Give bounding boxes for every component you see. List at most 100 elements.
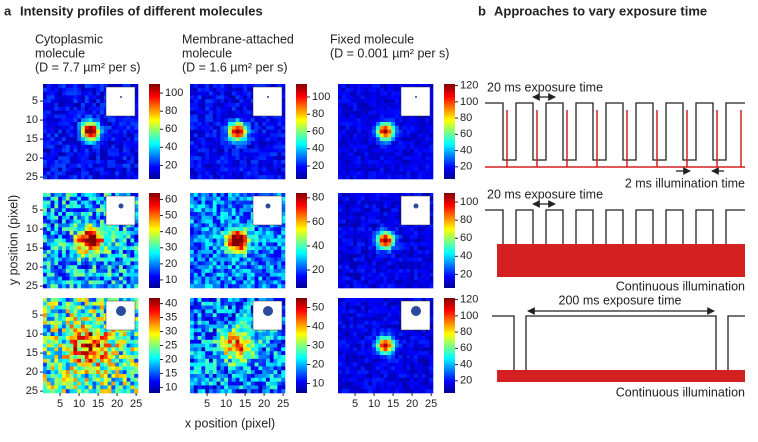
heatmap-cell <box>274 118 278 122</box>
heatmap-cell <box>232 284 236 288</box>
heatmap-cell <box>92 160 96 164</box>
heatmap-cell <box>368 88 372 92</box>
heatmap-cell <box>251 141 255 145</box>
heatmap-cell <box>258 141 262 145</box>
heatmap-cell <box>85 141 89 145</box>
heatmap-cell <box>425 242 429 246</box>
heatmap-cell <box>190 363 194 367</box>
heatmap-cell <box>228 280 232 284</box>
heatmap-cell <box>414 122 418 126</box>
heatmap-cell <box>274 254 278 258</box>
heatmap-cell <box>201 152 205 156</box>
heatmap-cell <box>368 258 372 262</box>
heatmap-cell <box>232 246 236 250</box>
heatmap-cell <box>111 235 115 239</box>
heatmap-cell <box>357 193 361 197</box>
heatmap-cell <box>73 204 77 208</box>
heatmap-cell <box>104 378 108 382</box>
heatmap-cell <box>100 366 104 370</box>
heatmap-cell <box>281 130 285 134</box>
heatmap-cell <box>236 171 240 175</box>
heatmap-cell <box>220 118 224 122</box>
heatmap-cell <box>89 378 93 382</box>
heatmap-cell <box>205 261 209 265</box>
heatmap-cell <box>77 351 81 355</box>
heatmap-cell <box>217 193 221 197</box>
heatmap-cell <box>228 351 232 355</box>
heatmap-cell <box>66 378 70 382</box>
heatmap-cell <box>255 265 259 269</box>
heatmap-cell <box>47 273 51 277</box>
heatmap-cell <box>220 385 224 389</box>
heatmap-cell <box>198 92 202 96</box>
heatmap-cell <box>92 239 96 243</box>
heatmap-cell <box>198 382 202 386</box>
heatmap-cell <box>406 133 410 137</box>
heatmap-cell <box>73 280 77 284</box>
heatmap-cell <box>194 374 198 378</box>
heatmap-cell <box>54 389 58 393</box>
heatmap-cell <box>217 118 221 122</box>
inset-track <box>267 96 269 98</box>
heatmap-cell <box>346 160 350 164</box>
heatmap-cell <box>266 284 270 288</box>
heatmap-cell <box>232 197 236 201</box>
heatmap-cell <box>281 133 285 137</box>
heatmap-cell <box>262 280 266 284</box>
heatmap-cell <box>111 277 115 281</box>
heatmap-cell <box>406 258 410 262</box>
heatmap-cell <box>243 366 247 370</box>
heatmap-cell <box>258 277 262 281</box>
heatmap-cell <box>134 374 138 378</box>
heatmap-cell <box>66 325 70 329</box>
heatmap-cell <box>115 280 119 284</box>
heatmap-cell <box>92 385 96 389</box>
heatmap-cell <box>228 201 232 205</box>
heatmap-cell <box>228 254 232 258</box>
heatmap-cell <box>70 344 74 348</box>
heatmap-cell <box>54 351 58 355</box>
heatmap-cell <box>213 212 217 216</box>
heatmap-cell <box>96 317 100 321</box>
heatmap-cell <box>70 298 74 302</box>
heatmap-cell <box>376 160 380 164</box>
heatmap-cell <box>376 84 380 88</box>
heatmap-cell <box>123 141 127 145</box>
heatmap-cell <box>47 114 51 118</box>
heatmap-cell <box>205 239 209 243</box>
heatmap-cell <box>251 126 255 130</box>
heatmap-cell <box>349 250 353 254</box>
heatmap-cell <box>247 309 251 313</box>
heatmap-cell <box>357 171 361 175</box>
heatmap-cell <box>43 118 47 122</box>
heatmap-cell <box>425 277 429 281</box>
heatmap-cell <box>54 103 58 107</box>
heatmap-cell <box>209 306 213 310</box>
heatmap-cell <box>243 340 247 344</box>
heatmap-cell <box>77 309 81 313</box>
colorbar-tick-label: 30 <box>165 325 177 337</box>
heatmap-cell <box>361 280 365 284</box>
colorbar <box>149 298 160 393</box>
heatmap-cell <box>205 242 209 246</box>
heatmap <box>190 193 285 288</box>
heatmap-cell <box>92 347 96 351</box>
heatmap-cell <box>100 149 104 153</box>
heatmap-cell <box>274 149 278 153</box>
heatmap-cell <box>47 126 51 130</box>
heatmap-cell <box>190 355 194 359</box>
heatmap-cell <box>104 246 108 250</box>
heatmap-cell <box>104 231 108 235</box>
heatmap-cell <box>190 261 194 265</box>
heatmap-cell <box>51 382 55 386</box>
heatmap-cell <box>43 246 47 250</box>
heatmap-cell <box>372 107 376 111</box>
heatmap-cell <box>338 103 342 107</box>
heatmap-cell <box>368 201 372 205</box>
heatmap-cell <box>123 168 127 172</box>
heatmap-cell <box>89 216 93 220</box>
heatmap-cell <box>190 298 194 302</box>
heatmap-cell <box>119 347 123 351</box>
heatmap-cell <box>70 114 74 118</box>
heatmap-cell <box>201 95 205 99</box>
